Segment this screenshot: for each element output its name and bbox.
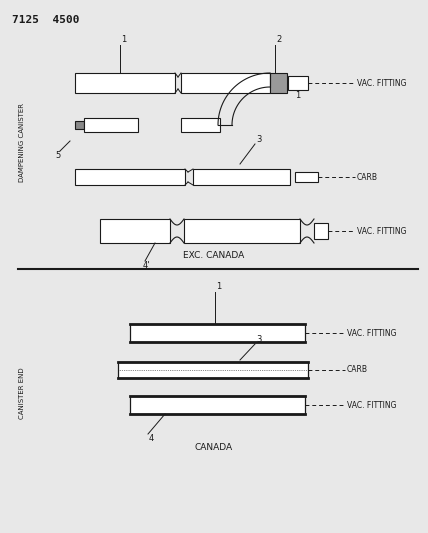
Text: CANISTER END: CANISTER END (19, 367, 25, 419)
Text: VAC. FITTING: VAC. FITTING (357, 78, 407, 87)
Text: CARB: CARB (357, 173, 378, 182)
Text: CARB: CARB (347, 366, 368, 375)
Text: 4: 4 (149, 434, 154, 443)
Text: VAC. FITTING: VAC. FITTING (357, 227, 407, 236)
Text: 2: 2 (276, 35, 281, 44)
Text: 7125  4500: 7125 4500 (12, 15, 80, 25)
Text: VAC. FITTING: VAC. FITTING (347, 328, 396, 337)
Bar (130, 396, 305, 414)
Text: 1: 1 (121, 35, 126, 44)
Bar (84, 118, 138, 132)
Bar (270, 73, 287, 93)
Bar (75, 169, 185, 185)
Bar (314, 223, 328, 239)
Bar (181, 73, 270, 93)
Text: VAC. FITTING: VAC. FITTING (347, 400, 396, 409)
Bar (184, 219, 300, 243)
Text: 4': 4' (142, 261, 150, 270)
Bar (181, 118, 220, 132)
Text: CANADA: CANADA (195, 443, 233, 453)
Text: DAMPENING CANISTER: DAMPENING CANISTER (19, 103, 25, 182)
Bar (130, 324, 305, 342)
Bar (118, 362, 308, 378)
Bar (100, 219, 170, 243)
Bar (288, 76, 308, 90)
Text: 5: 5 (56, 151, 61, 160)
Bar (295, 172, 318, 182)
Bar (193, 169, 290, 185)
Text: 3: 3 (256, 335, 262, 344)
Text: 1: 1 (216, 282, 221, 291)
Bar (75, 121, 84, 129)
Bar (75, 73, 175, 93)
Text: EXC. CANADA: EXC. CANADA (183, 251, 245, 260)
Text: 1: 1 (295, 91, 300, 100)
Text: 3: 3 (256, 135, 262, 144)
